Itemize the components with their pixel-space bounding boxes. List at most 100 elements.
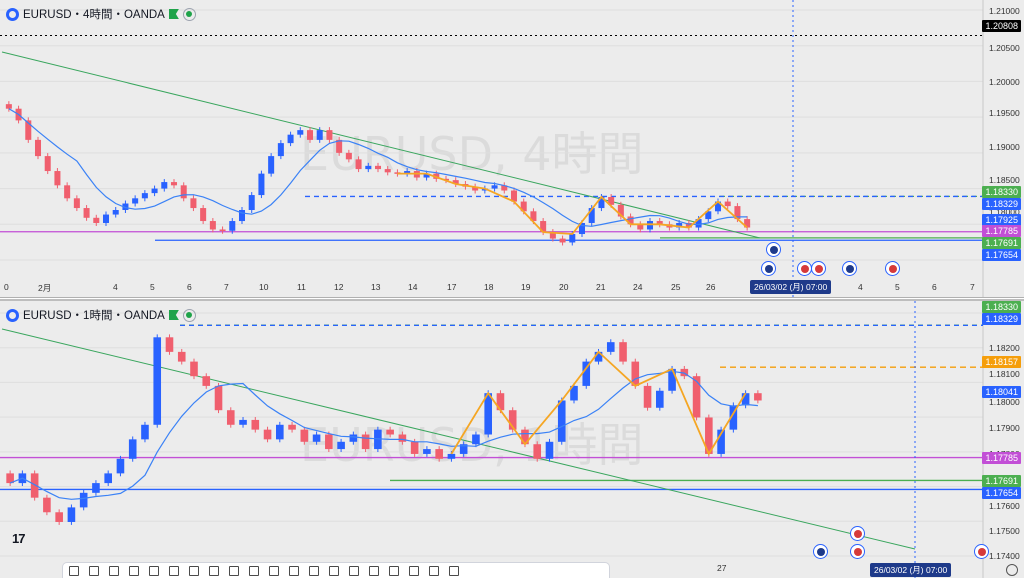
zoom-icon[interactable] (249, 565, 259, 576)
candle-body (325, 434, 333, 450)
time-tick-label: 27 (717, 563, 727, 573)
price-tick-label: 1.17600 (989, 501, 1020, 511)
symbol-label[interactable]: EURUSD・4時間・OANDA (23, 9, 165, 21)
trendline (1, 328, 916, 550)
price-level-tag[interactable]: 1.18329 (982, 198, 1021, 210)
price-level-tag[interactable]: 1.18329 (982, 313, 1021, 325)
economic-event-icon[interactable] (885, 261, 900, 276)
trash-icon[interactable] (329, 565, 339, 576)
economic-event-icon[interactable] (766, 242, 781, 257)
chart-plot-1h[interactable] (0, 301, 1024, 578)
candle-body (316, 130, 323, 140)
price-tick-label: 1.18200 (989, 343, 1020, 353)
economic-event-icon[interactable] (813, 544, 828, 559)
price-level-tag[interactable]: 1.18157 (982, 356, 1021, 368)
text-icon[interactable] (189, 565, 199, 576)
price-level-tag[interactable]: 1.17925 (982, 214, 1021, 226)
price-level-tag[interactable]: 1.20808 (982, 20, 1021, 32)
chart-pane-1h[interactable]: EURUSD, 1時間 EURUSD・1時間・OANDA 1.18200 1.18… (0, 299, 1024, 578)
market-status-icon[interactable] (182, 7, 196, 21)
flag-icon[interactable] (168, 310, 179, 320)
candle-body (656, 390, 664, 408)
price-level-tag[interactable]: 1.18330 (982, 301, 1021, 313)
candle-body (288, 424, 296, 430)
candle-body (501, 185, 508, 191)
time-tick-label: 4 (113, 282, 118, 292)
price-level-tag[interactable]: 1.17785 (982, 452, 1021, 464)
candle-body (530, 211, 537, 222)
economic-event-icon[interactable] (842, 261, 857, 276)
magnet-icon[interactable] (269, 565, 279, 576)
candle-body (122, 203, 129, 210)
time-tick-label: 12 (334, 282, 344, 292)
flag-icon[interactable] (168, 9, 179, 19)
time-tick-label: 14 (408, 282, 418, 292)
crosshair-time-label: 26/03/02 (月) 07:00 (870, 563, 952, 577)
drawing-toolbar[interactable] (62, 562, 610, 578)
candle-body (386, 429, 394, 435)
candle-body (533, 444, 542, 459)
chart-plot-4h[interactable] (0, 0, 1024, 298)
candle-body (435, 449, 443, 459)
price-level-tag[interactable]: 1.18041 (982, 386, 1021, 398)
economic-event-icon[interactable] (850, 526, 865, 541)
price-tick-label: 1.17500 (989, 526, 1020, 536)
pitchfork-icon[interactable] (149, 565, 159, 576)
arrow-icon[interactable] (369, 565, 379, 576)
chart-pane-4h[interactable]: EURUSD, 4時間 EURUSD・4時間・OANDA 1.21000 1.20… (0, 0, 1024, 298)
candle-body (287, 134, 294, 144)
economic-event-icon[interactable] (974, 544, 989, 559)
candle-body (226, 410, 235, 425)
candle-body (337, 441, 345, 450)
candle-body (116, 458, 125, 474)
cursor-icon[interactable] (69, 565, 79, 576)
candle-body (717, 429, 725, 454)
candle-body (25, 120, 32, 140)
fib-icon[interactable] (129, 565, 139, 576)
measure-icon[interactable] (229, 565, 239, 576)
candle-body (263, 429, 272, 440)
trendline-icon[interactable] (89, 565, 99, 576)
candle-body (569, 234, 576, 243)
candle-body (695, 219, 702, 228)
more-icon[interactable] (449, 565, 459, 576)
time-tick-label: 10 (259, 282, 269, 292)
economic-event-icon[interactable] (850, 544, 865, 559)
tradingview-logo[interactable]: 17 (12, 531, 26, 546)
star-icon[interactable] (389, 565, 399, 576)
price-level-tag[interactable]: 1.17654 (982, 249, 1021, 261)
symbol-label[interactable]: EURUSD・1時間・OANDA (23, 310, 165, 322)
ruler-icon[interactable] (349, 565, 359, 576)
candle-body (559, 238, 566, 243)
candle-body (30, 473, 39, 498)
price-level-tag[interactable]: 1.17654 (982, 487, 1021, 499)
candle-body (43, 497, 51, 513)
candle-body (423, 173, 430, 178)
candle-body (64, 185, 71, 199)
economic-event-icon[interactable] (761, 261, 776, 276)
rectangle-icon[interactable] (109, 565, 119, 576)
candle-body (637, 224, 644, 230)
settings-gear-icon[interactable] (1006, 564, 1018, 576)
candle-body (93, 217, 100, 223)
economic-event-icon[interactable] (811, 261, 826, 276)
moving-average-line (9, 370, 758, 500)
price-level-tag[interactable]: 1.18330 (982, 186, 1021, 198)
candle-body (365, 165, 372, 170)
economic-event-icon[interactable] (797, 261, 812, 276)
price-level-tag[interactable]: 1.17691 (982, 475, 1021, 487)
lock-icon[interactable] (289, 565, 299, 576)
price-level-tag[interactable]: 1.17785 (982, 225, 1021, 237)
candle-body (202, 376, 211, 386)
candle-body (398, 434, 407, 442)
market-status-icon[interactable] (182, 308, 196, 322)
candle-body (54, 171, 61, 186)
pattern-icon[interactable] (209, 565, 219, 576)
flag-icon[interactable] (409, 565, 419, 576)
eye-icon[interactable] (309, 565, 319, 576)
candle-body (472, 434, 480, 445)
candle-body (491, 185, 498, 189)
brush-icon[interactable] (169, 565, 179, 576)
note-icon[interactable] (429, 565, 439, 576)
price-level-tag[interactable]: 1.17691 (982, 237, 1021, 249)
